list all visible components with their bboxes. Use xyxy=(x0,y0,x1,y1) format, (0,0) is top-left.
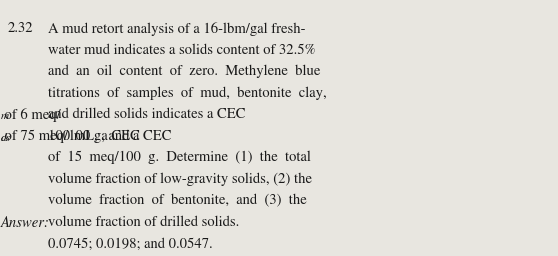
Text: titrations  of  samples  of  mud,  bentonite  clay,: titrations of samples of mud, bentonite … xyxy=(48,87,326,100)
Text: volume fraction of drilled solids.: volume fraction of drilled solids. xyxy=(48,216,247,229)
Text: volume fraction of drilled solids.: volume fraction of drilled solids. xyxy=(0,255,1,256)
Text: of  15  meq/100  g.  Determine  (1)  the  total: of 15 meq/100 g. Determine (1) the total xyxy=(48,151,311,164)
Text: c: c xyxy=(1,133,6,143)
Text: Answer:: Answer: xyxy=(1,216,50,230)
Text: of 75 meq/100 g, and a CEC: of 75 meq/100 g, and a CEC xyxy=(1,130,171,143)
Text: 100 mL, a CEC: 100 mL, a CEC xyxy=(0,255,1,256)
Text: A mud retort analysis of a 16-lbm/gal fresh-: A mud retort analysis of a 16-lbm/gal fr… xyxy=(48,22,305,36)
Text: 100 mL, a CEC: 100 mL, a CEC xyxy=(48,130,140,143)
Text: and drilled solids indicates a CEC: and drilled solids indicates a CEC xyxy=(0,255,1,256)
Text: 2.32: 2.32 xyxy=(8,22,33,35)
Text: ds: ds xyxy=(1,133,11,143)
Text: 0.0745; 0.0198; and 0.0547.: 0.0745; 0.0198; and 0.0547. xyxy=(48,237,213,250)
Text: water mud indicates a solids content of 32.5%: water mud indicates a solids content of … xyxy=(48,44,315,57)
Text: volume fraction of low-gravity solids, (2) the: volume fraction of low-gravity solids, (… xyxy=(48,173,312,186)
Text: and drilled solids indicates a CEC: and drilled solids indicates a CEC xyxy=(48,108,246,121)
Text: of 6 meq/: of 6 meq/ xyxy=(1,108,61,122)
Text: m: m xyxy=(0,255,1,256)
Text: and  an  oil  content  of  zero.  Methylene  blue: and an oil content of zero. Methylene bl… xyxy=(48,65,320,78)
Text: c: c xyxy=(0,255,1,256)
Text: of 75 meq/100 g, and a CEC: of 75 meq/100 g, and a CEC xyxy=(0,255,1,256)
Text: volume  fraction  of  bentonite,  and  (3)  the: volume fraction of bentonite, and (3) th… xyxy=(48,194,307,207)
Text: m: m xyxy=(1,112,9,122)
